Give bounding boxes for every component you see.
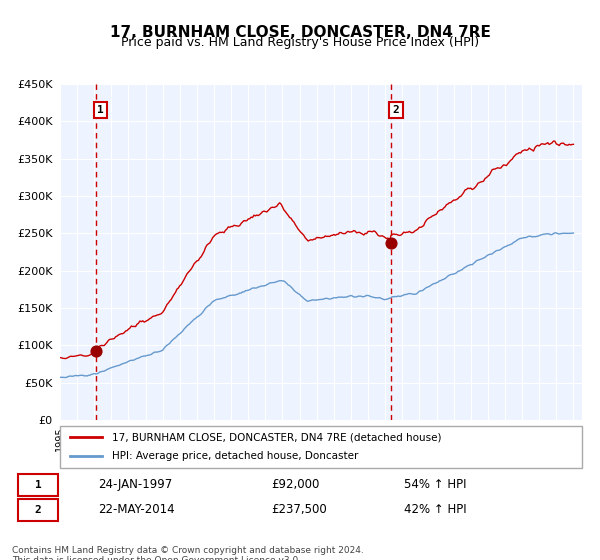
Text: HPI: Average price, detached house, Doncaster: HPI: Average price, detached house, Donc…: [112, 451, 359, 461]
FancyBboxPatch shape: [18, 474, 58, 496]
Text: 24-JAN-1997: 24-JAN-1997: [98, 478, 173, 491]
Text: 1: 1: [97, 105, 104, 115]
Text: 1: 1: [35, 480, 41, 490]
Text: 54% ↑ HPI: 54% ↑ HPI: [404, 478, 466, 491]
Text: £237,500: £237,500: [271, 503, 327, 516]
FancyBboxPatch shape: [18, 498, 58, 521]
Point: [91, 347, 100, 356]
Point: [386, 238, 395, 247]
Text: Price paid vs. HM Land Registry's House Price Index (HPI): Price paid vs. HM Land Registry's House …: [121, 36, 479, 49]
Text: 17, BURNHAM CLOSE, DONCASTER, DN4 7RE: 17, BURNHAM CLOSE, DONCASTER, DN4 7RE: [110, 25, 490, 40]
Text: 42% ↑ HPI: 42% ↑ HPI: [404, 503, 466, 516]
Text: £92,000: £92,000: [271, 478, 320, 491]
FancyBboxPatch shape: [60, 426, 582, 468]
Text: 2: 2: [392, 105, 400, 115]
Text: 17, BURNHAM CLOSE, DONCASTER, DN4 7RE (detached house): 17, BURNHAM CLOSE, DONCASTER, DN4 7RE (d…: [112, 432, 442, 442]
Text: Contains HM Land Registry data © Crown copyright and database right 2024.
This d: Contains HM Land Registry data © Crown c…: [12, 546, 364, 560]
Text: 22-MAY-2014: 22-MAY-2014: [98, 503, 175, 516]
Text: 2: 2: [35, 505, 41, 515]
